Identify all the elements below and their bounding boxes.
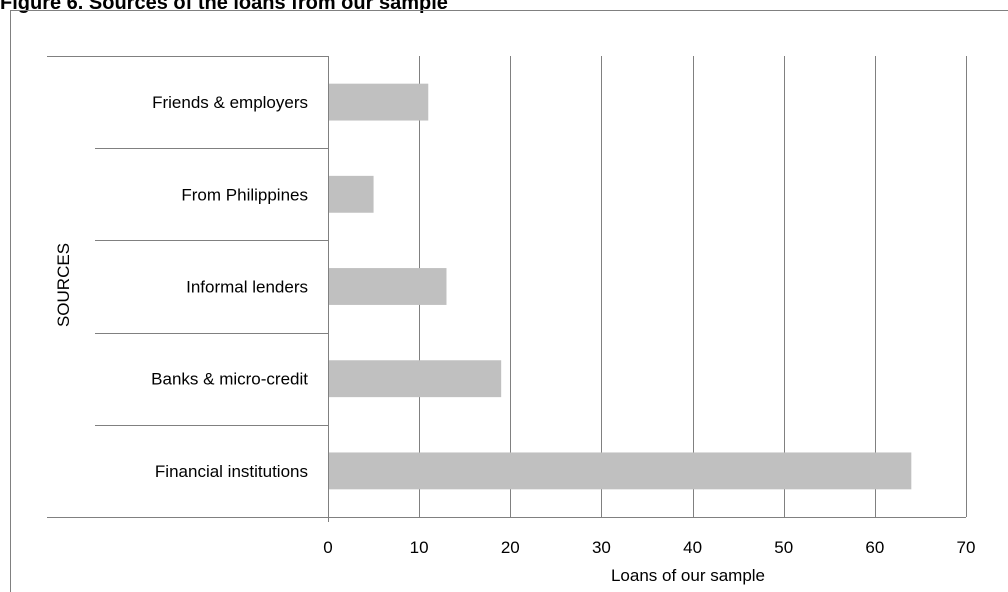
chart-frame [10,10,1008,592]
x-tick-label: 30 [592,538,611,557]
x-tick-label: 10 [410,538,429,557]
category-label: Banks & micro-credit [151,370,308,389]
category-labels: Financial institutions Banks & micro-cred… [151,93,308,481]
category-label: From Philippines [181,185,308,204]
x-tick-label: 0 [323,538,332,557]
x-tick-label: 50 [774,538,793,557]
bar [329,83,429,121]
category-label: Friends & employers [152,93,308,112]
x-axis-label: Loans of our sample [611,566,765,585]
bar [329,175,374,213]
bar [329,268,447,305]
x-tick-label: 20 [501,538,520,557]
bars [329,83,912,490]
category-label: Informal lenders [186,278,308,297]
category-label: Financial institutions [155,462,308,481]
bar [329,360,502,398]
y-axis-label: SOURCES [54,243,73,327]
axes [47,56,966,522]
x-tick-labels: 0 10 20 30 40 50 60 70 [323,538,975,557]
x-tick-label: 60 [865,538,884,557]
gridlines [419,56,967,517]
bar [329,452,912,490]
x-tick-label: 70 [957,538,976,557]
x-tick-label: 40 [683,538,702,557]
